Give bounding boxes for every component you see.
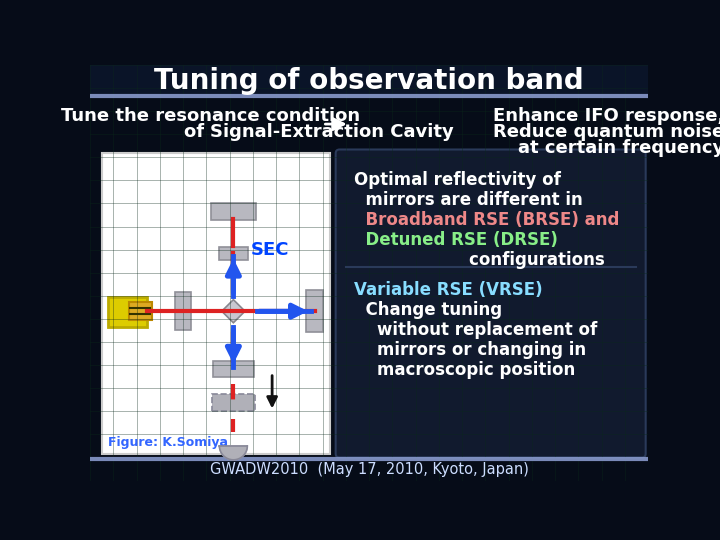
FancyBboxPatch shape: [213, 361, 253, 377]
Polygon shape: [222, 300, 245, 323]
Text: of: of: [184, 123, 210, 141]
Text: GWADW2010  (May 17, 2010, Kyoto, Japan): GWADW2010 (May 17, 2010, Kyoto, Japan): [210, 462, 528, 477]
Text: mirrors are different in: mirrors are different in: [354, 191, 582, 210]
Text: Reduce quantum noise: Reduce quantum noise: [493, 123, 720, 141]
FancyBboxPatch shape: [211, 202, 256, 220]
FancyBboxPatch shape: [108, 298, 147, 327]
FancyBboxPatch shape: [336, 150, 646, 457]
Text: Change tuning: Change tuning: [354, 301, 502, 319]
Text: Detuned RSE (DRSE): Detuned RSE (DRSE): [354, 231, 557, 249]
Text: Broadband RSE (BRSE) and: Broadband RSE (BRSE) and: [354, 211, 619, 230]
Polygon shape: [220, 446, 248, 460]
Text: Figure: K.Somiya: Figure: K.Somiya: [108, 436, 228, 449]
Text: at certain frequency band: at certain frequency band: [493, 139, 720, 157]
Text: mirrors or changing in: mirrors or changing in: [354, 341, 585, 359]
FancyBboxPatch shape: [306, 290, 323, 333]
FancyBboxPatch shape: [212, 394, 255, 411]
Text: macroscopic position: macroscopic position: [354, 361, 575, 379]
FancyBboxPatch shape: [129, 302, 152, 320]
Text: Enhance IFO response,: Enhance IFO response,: [493, 106, 720, 125]
Text: SEC: SEC: [251, 241, 289, 259]
Text: Tuning of observation band: Tuning of observation band: [154, 67, 584, 95]
FancyBboxPatch shape: [102, 153, 330, 454]
FancyBboxPatch shape: [219, 247, 248, 260]
Text: Tune the resonance condition: Tune the resonance condition: [60, 106, 360, 125]
Text: without replacement of: without replacement of: [354, 321, 597, 339]
Text: Signal-Extraction Cavity: Signal-Extraction Cavity: [210, 123, 454, 141]
Text: configurations: configurations: [354, 252, 604, 269]
Text: Variable RSE (VRSE): Variable RSE (VRSE): [354, 281, 542, 299]
FancyBboxPatch shape: [175, 292, 191, 330]
FancyBboxPatch shape: [90, 65, 648, 96]
Text: Optimal reflectivity of: Optimal reflectivity of: [354, 171, 560, 190]
